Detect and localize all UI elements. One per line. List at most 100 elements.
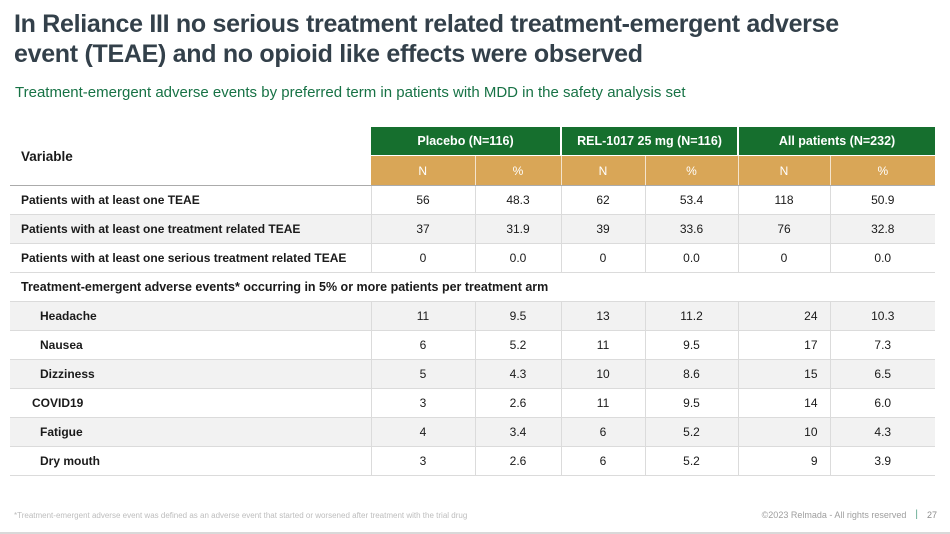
value-cell: 17 xyxy=(737,330,831,360)
value-cell: 4.3 xyxy=(474,359,562,389)
variable-column-header: Variable xyxy=(10,127,371,186)
value-cell: 0.0 xyxy=(829,243,936,273)
value-cell: 48.3 xyxy=(474,185,562,215)
column-group-all-patients: All patients (N=232) xyxy=(737,127,936,156)
value-cell: 76 xyxy=(737,214,831,244)
value-cell: 14 xyxy=(737,388,831,418)
value-cell: 9.5 xyxy=(474,301,562,331)
slide-bottom-edge xyxy=(0,532,950,534)
footer-right: ©2023 Relmada - All rights reserved | 27 xyxy=(762,509,937,520)
column-group-placebo: Placebo (N=116) xyxy=(371,127,562,156)
value-cell: 9.5 xyxy=(644,388,739,418)
subheader-rel-n: N xyxy=(560,155,646,186)
value-cell: 0.0 xyxy=(644,243,739,273)
value-cell: 10.3 xyxy=(829,301,936,331)
value-cell: 56 xyxy=(370,185,475,215)
table-row: Patients with at least one treatment rel… xyxy=(10,214,936,244)
value-cell: 31.9 xyxy=(474,214,562,244)
value-cell: 2.6 xyxy=(474,446,562,476)
page-title-line1: In Reliance III no serious treatment rel… xyxy=(14,10,839,38)
subheader-placebo-pct: % xyxy=(474,155,562,186)
group-header-row: Variable Placebo (N=116) REL-1017 25 mg … xyxy=(10,127,936,186)
subheader-all-pct: % xyxy=(829,155,936,186)
value-cell: 10 xyxy=(560,359,646,389)
value-cell: 53.4 xyxy=(644,185,739,215)
value-cell: 11 xyxy=(560,330,646,360)
value-cell: 5.2 xyxy=(644,446,739,476)
row-label: Fatigue xyxy=(10,417,371,447)
row-label: Nausea xyxy=(10,330,371,360)
value-cell: 11 xyxy=(560,388,646,418)
section-header-label: Treatment-emergent adverse events* occur… xyxy=(10,272,936,302)
value-cell: 4.3 xyxy=(829,417,936,447)
value-cell: 5.2 xyxy=(474,330,562,360)
table-row: Fatigue 4 3.4 6 5.2 10 4.3 xyxy=(10,417,936,447)
footer-separator: | xyxy=(915,509,918,520)
value-cell: 10 xyxy=(737,417,831,447)
value-cell: 2.6 xyxy=(474,388,562,418)
value-cell: 8.6 xyxy=(644,359,739,389)
value-cell: 5 xyxy=(370,359,475,389)
value-cell: 50.9 xyxy=(829,185,936,215)
value-cell: 62 xyxy=(560,185,646,215)
value-cell: 118 xyxy=(737,185,831,215)
row-label: Patients with at least one treatment rel… xyxy=(10,214,371,244)
page-number: 27 xyxy=(926,509,937,520)
value-cell: 11 xyxy=(370,301,475,331)
value-cell: 0 xyxy=(560,243,646,273)
column-group-rel1017: REL-1017 25 mg (N=116) xyxy=(560,127,739,156)
value-cell: 3 xyxy=(370,446,475,476)
value-cell: 24 xyxy=(737,301,831,331)
value-cell: 0.0 xyxy=(474,243,562,273)
value-cell: 11.2 xyxy=(644,301,739,331)
subheader-all-n: N xyxy=(737,155,831,186)
subheader-rel-pct: % xyxy=(644,155,739,186)
value-cell: 37 xyxy=(370,214,475,244)
value-cell: 9 xyxy=(737,446,831,476)
value-cell: 13 xyxy=(560,301,646,331)
table-row: Patients with at least one TEAE 56 48.3 62 5… xyxy=(10,185,936,215)
table-row: Dry mouth 3 2.6 6 5.2 9 3.9 xyxy=(10,446,936,476)
value-cell: 9.5 xyxy=(644,330,739,360)
row-label: Dizziness xyxy=(10,359,371,389)
subheader-row: N % N % N % xyxy=(10,155,936,186)
table-body: Patients with at least one TEAE 56 48.3 62 5… xyxy=(10,185,936,476)
value-cell: 33.6 xyxy=(644,214,739,244)
row-label: Patients with at least one serious treat… xyxy=(10,243,371,273)
page-title-line2: event (TEAE) and no opioid like effects … xyxy=(14,40,643,68)
value-cell: 0 xyxy=(737,243,831,273)
subheader-placebo-n: N xyxy=(371,155,475,186)
value-cell: 39 xyxy=(560,214,646,244)
page-title: In Reliance III no serious treatment rel… xyxy=(14,9,932,69)
value-cell: 3.4 xyxy=(474,417,562,447)
table-row: Headache 11 9.5 13 11.2 24 10.3 xyxy=(10,301,936,331)
value-cell: 32.8 xyxy=(829,214,936,244)
row-label: Headache xyxy=(10,301,371,331)
value-cell: 5.2 xyxy=(644,417,739,447)
value-cell: 15 xyxy=(737,359,831,389)
table-row: Dizziness 5 4.3 10 8.6 15 6.5 xyxy=(10,359,936,389)
table-row: Patients with at least one serious treat… xyxy=(10,243,936,273)
teae-table: Variable Placebo (N=116) REL-1017 25 mg … xyxy=(10,127,936,476)
row-label: COVID19 xyxy=(10,388,371,418)
value-cell: 6 xyxy=(370,330,475,360)
footnote: *Treatment-emergent adverse event was de… xyxy=(14,511,468,520)
teae-table-wrapper: Variable Placebo (N=116) REL-1017 25 mg … xyxy=(10,127,936,476)
row-label: Dry mouth xyxy=(10,446,371,476)
value-cell: 7.3 xyxy=(829,330,936,360)
value-cell: 3 xyxy=(370,388,475,418)
value-cell: 0 xyxy=(370,243,475,273)
table-row: COVID19 3 2.6 11 9.5 14 6.0 xyxy=(10,388,936,418)
value-cell: 6 xyxy=(560,417,646,447)
value-cell: 3.9 xyxy=(829,446,936,476)
value-cell: 4 xyxy=(370,417,475,447)
value-cell: 6.0 xyxy=(829,388,936,418)
value-cell: 6 xyxy=(560,446,646,476)
table-row: Nausea 6 5.2 11 9.5 17 7.3 xyxy=(10,330,936,360)
value-cell: 6.5 xyxy=(829,359,936,389)
slide-subtitle: Treatment-emergent adverse events by pre… xyxy=(15,84,686,101)
row-label: Patients with at least one TEAE xyxy=(10,185,371,215)
section-header-row: Treatment-emergent adverse events* occur… xyxy=(10,272,936,302)
copyright-text: ©2023 Relmada - All rights reserved xyxy=(761,509,907,520)
